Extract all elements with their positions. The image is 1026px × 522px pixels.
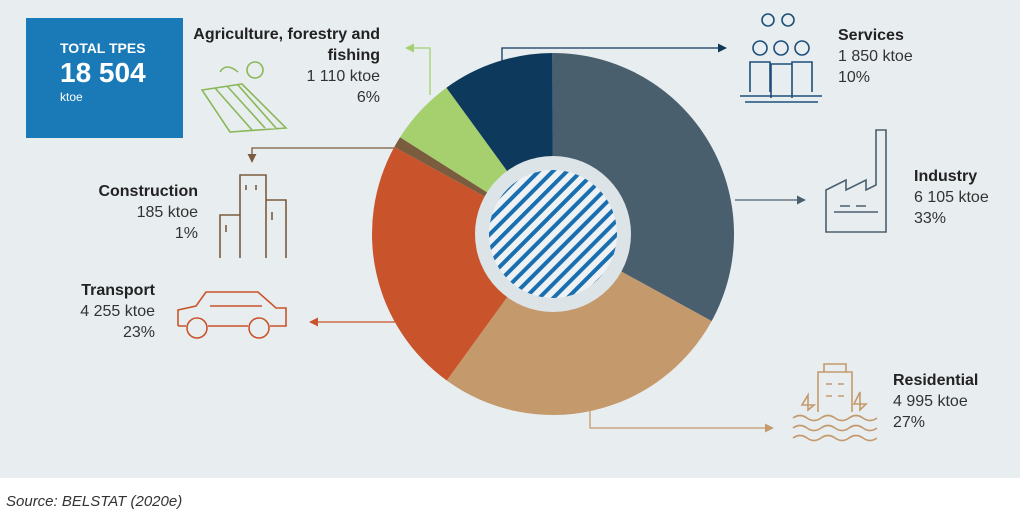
value-label: 185 ktoe	[136, 204, 198, 221]
share-label: 1%	[174, 225, 198, 242]
category-name: Agriculture, forestry and fishing	[193, 26, 380, 64]
share-label: 33%	[914, 210, 947, 227]
value-label: 1 110 ktoe	[306, 68, 380, 85]
category-name: Residential	[893, 372, 979, 389]
industry-icon	[825, 129, 887, 233]
total-title: TOTAL TPES	[60, 40, 146, 56]
transport-icon	[177, 291, 287, 339]
total-unit: ktoe	[60, 90, 83, 104]
hatch-center	[489, 170, 617, 298]
residential-icon	[792, 363, 878, 442]
category-name: Industry	[914, 168, 978, 185]
category-label: Agriculture, forestry and fishing 1 110 k…	[190, 24, 380, 108]
connector	[405, 43, 431, 95]
category-label: Residential 4 995 ktoe 27%	[893, 370, 978, 433]
share-label: 27%	[893, 414, 926, 431]
connector	[589, 405, 774, 433]
category-name: Construction	[98, 183, 198, 200]
value-label: 4 995 ktoe	[893, 393, 968, 410]
category-label: Construction 185 ktoe 1%	[98, 181, 198, 244]
donut-segment	[372, 146, 553, 381]
category-name: Services	[838, 27, 904, 44]
services-icon	[740, 13, 822, 103]
connector	[247, 147, 395, 163]
total-value: 18 504	[60, 57, 146, 88]
category-label: Industry 6 105 ktoe 33%	[914, 166, 989, 229]
construction-icon	[219, 174, 287, 258]
agriculture-icon	[200, 61, 288, 133]
donut-segment	[446, 234, 712, 415]
source: Source: BELSTAT (2020e)	[6, 493, 183, 510]
value-label: 6 105 ktoe	[914, 189, 989, 206]
share-label: 23%	[122, 324, 155, 341]
share-label: 6%	[356, 89, 380, 106]
share-label: 10%	[838, 69, 871, 86]
category-label: Transport 4 255 ktoe 23%	[80, 280, 155, 343]
value-label: 4 255 ktoe	[80, 303, 155, 320]
icons	[177, 13, 887, 442]
total-box: TOTAL TPES 18 504 ktoe	[26, 18, 183, 138]
value-label: 1 850 ktoe	[838, 48, 913, 65]
category-name: Transport	[81, 282, 155, 299]
category-label: Services 1 850 ktoe 10%	[838, 25, 913, 88]
